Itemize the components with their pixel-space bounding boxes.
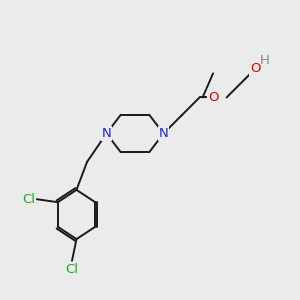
Text: H: H bbox=[260, 54, 270, 67]
Text: O: O bbox=[250, 62, 261, 75]
Text: N: N bbox=[159, 127, 168, 140]
Text: Cl: Cl bbox=[65, 262, 79, 276]
Text: N: N bbox=[102, 127, 111, 140]
Text: Cl: Cl bbox=[22, 193, 35, 206]
Text: O: O bbox=[208, 91, 218, 104]
